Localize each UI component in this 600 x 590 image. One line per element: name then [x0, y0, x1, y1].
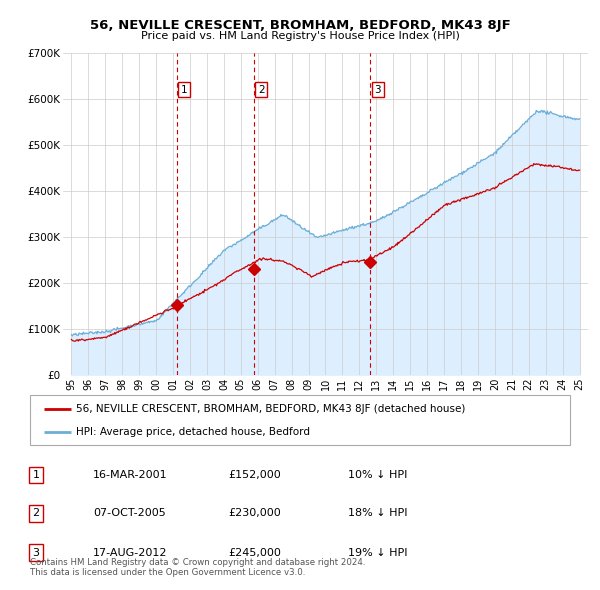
- Text: 18% ↓ HPI: 18% ↓ HPI: [348, 509, 407, 518]
- Text: 56, NEVILLE CRESCENT, BROMHAM, BEDFORD, MK43 8JF (detached house): 56, NEVILLE CRESCENT, BROMHAM, BEDFORD, …: [76, 404, 465, 414]
- Text: 3: 3: [32, 548, 40, 558]
- Text: 2: 2: [32, 509, 40, 518]
- Text: Contains HM Land Registry data © Crown copyright and database right 2024.
This d: Contains HM Land Registry data © Crown c…: [30, 558, 365, 577]
- Text: 17-AUG-2012: 17-AUG-2012: [93, 548, 167, 558]
- Text: 1: 1: [181, 85, 187, 95]
- Text: £230,000: £230,000: [228, 509, 281, 518]
- Text: HPI: Average price, detached house, Bedford: HPI: Average price, detached house, Bedf…: [76, 427, 310, 437]
- Text: 3: 3: [374, 85, 381, 95]
- Text: 10% ↓ HPI: 10% ↓ HPI: [348, 470, 407, 480]
- Text: 2: 2: [258, 85, 265, 95]
- Text: 56, NEVILLE CRESCENT, BROMHAM, BEDFORD, MK43 8JF: 56, NEVILLE CRESCENT, BROMHAM, BEDFORD, …: [89, 19, 511, 32]
- Text: 19% ↓ HPI: 19% ↓ HPI: [348, 548, 407, 558]
- Text: 16-MAR-2001: 16-MAR-2001: [93, 470, 167, 480]
- Text: Price paid vs. HM Land Registry's House Price Index (HPI): Price paid vs. HM Land Registry's House …: [140, 31, 460, 41]
- Text: 07-OCT-2005: 07-OCT-2005: [93, 509, 166, 518]
- Text: 1: 1: [32, 470, 40, 480]
- Text: £245,000: £245,000: [228, 548, 281, 558]
- Text: £152,000: £152,000: [228, 470, 281, 480]
